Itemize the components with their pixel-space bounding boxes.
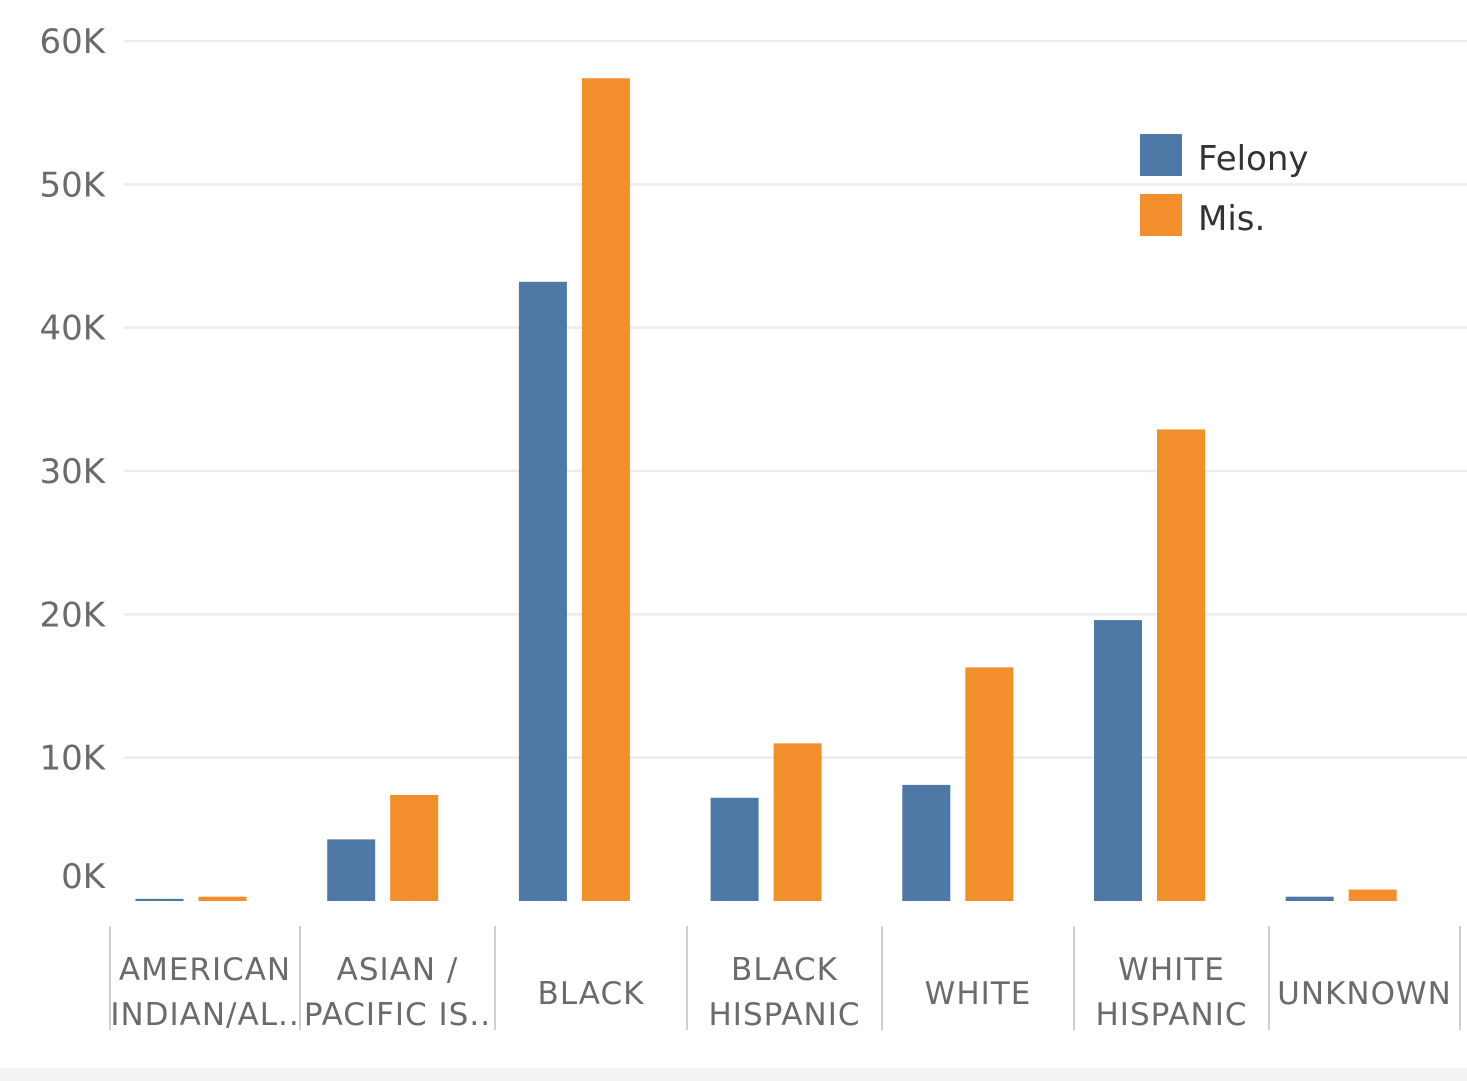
y-tick-label: 0K (61, 857, 107, 897)
bar-mis-0 (198, 896, 247, 901)
bar-mis-5 (1157, 429, 1205, 901)
y-tick-label: 60K (39, 22, 106, 62)
y-axis: 0K 10K 20K 30K 40K 50K 60K (39, 22, 106, 897)
legend-label-mis: Mis. (1198, 199, 1265, 239)
bar-mis-6 (1348, 889, 1397, 901)
x-category-label: WHITE (925, 976, 1032, 1012)
x-category-label: HISPANIC (708, 997, 860, 1033)
bar-felony-2 (518, 281, 567, 901)
x-category-label: AMERICAN (119, 952, 291, 988)
bar-mis-4 (965, 667, 1014, 901)
bar-felony-6 (1285, 896, 1334, 901)
bar-mis-2 (581, 78, 630, 902)
y-tick-label: 30K (39, 452, 106, 492)
gridlines (124, 39, 1467, 759)
x-category-label: BLACK (731, 952, 838, 988)
x-category-label: WHITE (1118, 952, 1225, 988)
x-category-label: INDIAN/AL.. (110, 997, 299, 1033)
bar-felony-3 (710, 797, 759, 901)
bottom-scroll-bar (0, 1068, 1467, 1081)
legend-label-felony: Felony (1198, 139, 1309, 179)
y-tick-label: 20K (39, 595, 106, 635)
x-category-label: ASIAN / (337, 952, 459, 988)
bar-mis-1 (390, 794, 439, 901)
bar-felony-0 (135, 898, 184, 901)
legend-swatch-felony (1140, 134, 1182, 176)
y-tick-label: 10K (39, 739, 106, 779)
bar-mis-3 (773, 743, 822, 901)
bar-felony-1 (327, 839, 376, 901)
bar-felony-4 (902, 784, 951, 901)
bars (135, 78, 1397, 902)
x-axis: AMERICAN INDIAN/AL.. ASIAN / PACIFIC IS.. BL… (109, 926, 1461, 1033)
x-category-label: UNKNOWN (1277, 976, 1452, 1012)
bar-felony-5 (1094, 620, 1142, 901)
y-tick-label: 50K (39, 165, 106, 205)
x-category-label: BLACK (538, 976, 645, 1012)
x-category-label: PACIFIC IS.. (304, 997, 491, 1033)
legend: Felony Mis. (1140, 134, 1309, 239)
x-category-label: HISPANIC (1095, 997, 1247, 1033)
legend-swatch-mis (1140, 194, 1182, 236)
y-tick-label: 40K (39, 309, 106, 349)
